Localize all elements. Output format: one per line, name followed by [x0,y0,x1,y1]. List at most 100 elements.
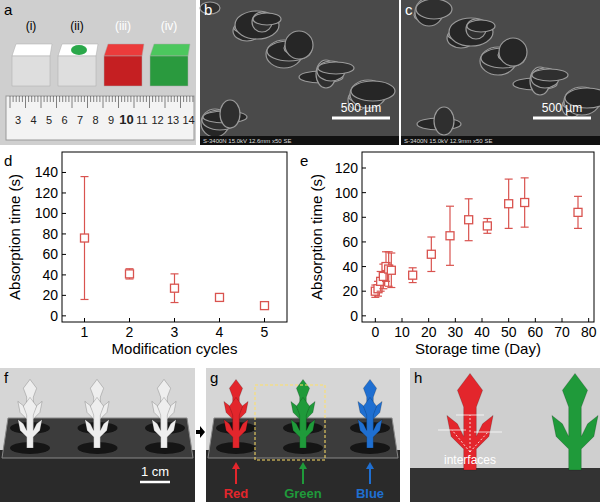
y-tick-label: 40 [42,267,58,283]
error-bar-cap [446,265,454,266]
ruler-tick [13,96,14,102]
panel-label: e [300,152,308,169]
y-tick [62,172,66,173]
ruler-tick [103,96,104,108]
photo-plate [410,468,600,502]
sem-pore [351,81,395,101]
ruler-tick [84,96,85,102]
x-tick-label: 40 [474,324,490,340]
error-bar-cap [387,287,395,288]
ruler-tick [165,96,166,108]
y-tick [62,254,66,255]
error-bar-cap [374,296,382,297]
panel-label: a [4,1,13,18]
x-tick [508,318,509,322]
ruler-tick [106,96,107,102]
ruler-number: 11 [136,114,147,126]
error-bar-cap [171,273,179,274]
error-bar-cap [465,198,473,199]
y-tick [62,213,66,214]
data-point [483,222,491,230]
y-tick [62,192,66,193]
y-tick [362,291,366,292]
data-point [387,266,395,274]
ruler-tick [96,96,97,102]
y-tick [362,266,366,267]
panel-label: d [4,152,12,169]
panel-label: c [405,1,413,18]
ruler-tick [99,96,100,102]
x-tick-label: 10 [394,324,410,340]
scale-bar [332,117,390,120]
interface-pointer [452,430,470,452]
printed-structure [85,397,109,448]
error-bar [521,178,529,227]
error-bar [427,237,435,271]
y-tick-label: 60 [42,246,58,262]
plot-frame [62,152,287,322]
figure: 34567891011121314(i)(ii)(iii)(iv)aS-3400… [0,0,600,502]
color-label: Blue [356,486,384,501]
ruler-tick [155,96,156,102]
x-tick [219,318,220,322]
ruler-tick [189,96,190,102]
data-point [216,293,224,301]
y-axis-title: Absorption time (s) [6,174,23,300]
annotation: interfaces [444,453,496,467]
ruler-tick [19,96,20,102]
y-tick-label: 120 [35,185,59,201]
y-tick-label: 20 [42,287,58,303]
ruler-tick [109,96,110,102]
sample-label: (ii) [70,19,83,33]
error-bar-cap [483,233,491,234]
ruler-number: 10 [119,112,133,127]
x-tick-label: 1 [81,324,89,340]
ruler-tick [140,96,141,102]
sample-cube-top [104,44,144,56]
sem-background [200,0,399,145]
ruler-number: 13 [167,114,179,126]
ruler-tick [50,96,51,102]
data-point [505,200,513,208]
x-axis-title: Modification cycles [112,340,238,357]
error-bar-cap [377,291,385,292]
printed-structure [358,397,382,448]
error-bar-cap [81,299,89,300]
sample-label: (iv) [161,19,178,33]
ruler-tick [31,96,32,102]
ruler-tick [25,96,26,108]
ruler-tick [68,96,69,102]
ruler-tick [171,96,172,102]
photo-background [410,368,600,502]
error-bar-cap [371,297,379,298]
ruler-tick [168,96,169,102]
sem-pore [253,13,281,25]
error-bar-cap [505,179,513,180]
scale-bar-label: 500 µm [341,101,381,115]
x-tick-label: 80 [581,324,597,340]
ruler-tick [28,96,29,102]
y-tick-label: 20 [342,283,358,299]
y-tick-label: 100 [335,185,359,201]
error-bar [505,179,513,228]
ruler-tick [41,96,42,108]
panel-label: h [414,369,422,386]
ruler-tick [47,96,48,102]
data-point [171,284,179,292]
interface-pointer [470,432,488,452]
data-point [574,208,582,216]
ruler-tick [59,96,60,102]
x-tick-label: 60 [528,324,544,340]
error-bar-cap [409,267,417,268]
ruler-tick [10,96,11,108]
photo-g: RedGreenBlueg [206,368,400,502]
sample-cube-side [58,56,96,86]
photo-background [0,0,196,145]
ruler-tick [180,96,181,108]
ruler-tick [137,96,138,102]
ruler-tick [158,96,159,102]
printed-structure [152,397,176,448]
ruler-tick [146,96,147,102]
sem-pore [416,0,452,19]
x-tick [174,318,175,322]
